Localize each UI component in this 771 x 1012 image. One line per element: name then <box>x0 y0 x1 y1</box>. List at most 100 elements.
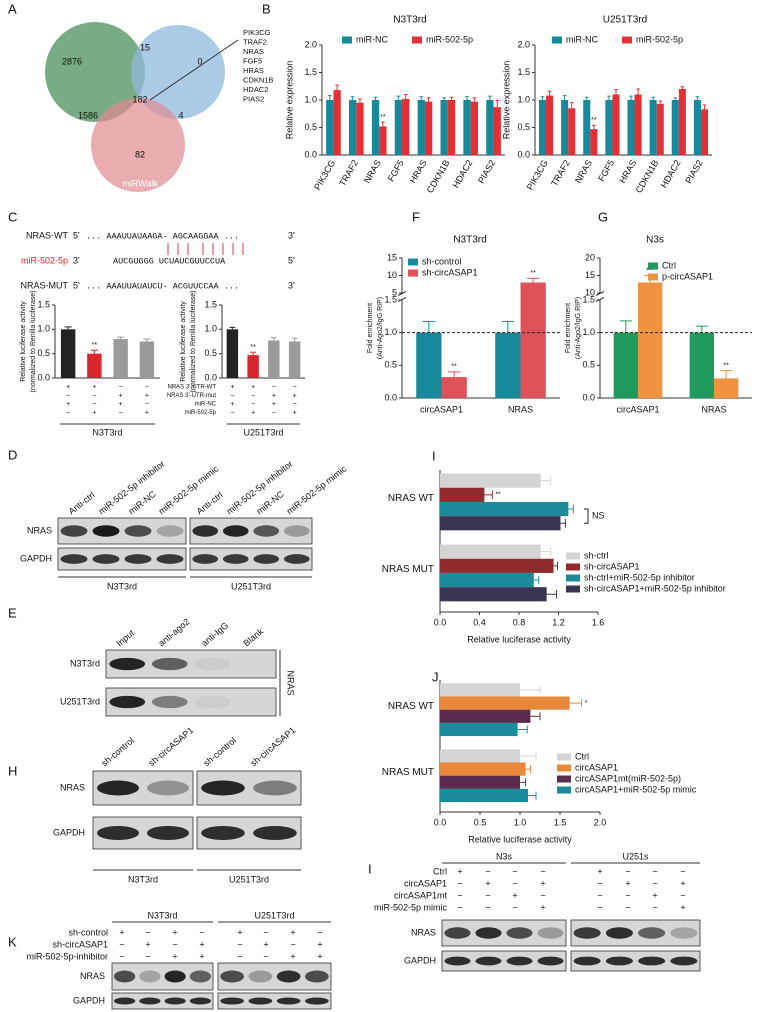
blot-band <box>670 927 698 939</box>
legend-label: Ctrl <box>662 260 676 270</box>
bar <box>441 377 467 398</box>
blot-band <box>139 997 161 1005</box>
bar <box>689 332 714 398</box>
legend-swatch <box>566 563 580 571</box>
bar <box>493 107 501 155</box>
blot-band <box>276 997 301 1005</box>
y-tick-label: 0.5 <box>204 348 217 358</box>
error-bar <box>517 725 528 734</box>
sign: − <box>597 890 602 900</box>
blot-band <box>139 970 161 983</box>
error-bar <box>568 504 574 514</box>
blot-band <box>151 657 188 671</box>
y-tick-label: 0.5 <box>582 360 595 370</box>
sign: + <box>272 392 276 399</box>
chart-title: U251T3rd <box>603 15 647 26</box>
panel-letter: I <box>432 448 436 463</box>
sign: + <box>540 902 545 912</box>
sign: + <box>263 939 268 949</box>
error-bar <box>636 88 640 95</box>
error-bar <box>373 96 378 100</box>
error-bar <box>403 94 408 99</box>
y-tick-label: 0.5 <box>384 360 397 370</box>
blot-band <box>109 695 146 709</box>
bar <box>417 100 425 155</box>
sign: + <box>652 890 657 900</box>
legend-label: circASAP1 <box>575 762 618 772</box>
x-tick-label: 0.4 <box>473 617 486 627</box>
lane-label: Anti-ctrl <box>67 490 97 517</box>
bar <box>424 101 433 155</box>
x-tick-label: TRAF2 <box>549 158 572 188</box>
error-bar <box>525 765 531 774</box>
sign: − <box>145 384 149 391</box>
gene-label: PIAS2 <box>243 94 264 103</box>
bar <box>693 100 701 155</box>
sign: − <box>625 902 630 912</box>
error-bar <box>484 490 493 500</box>
blot-band <box>156 525 184 537</box>
error-bar <box>143 338 151 342</box>
x-tick-label: NRAS <box>508 404 533 414</box>
sign: − <box>66 409 70 416</box>
bar <box>486 100 494 155</box>
venn-count: 15 <box>140 42 150 52</box>
row-label: NRAS <box>27 525 52 535</box>
blot-band <box>201 825 245 841</box>
bar <box>561 100 569 155</box>
legend-label: miR-502-5p <box>636 34 683 44</box>
sign: + <box>625 878 630 888</box>
blot-band <box>194 695 231 709</box>
blot-band <box>114 970 136 983</box>
blot-band <box>253 525 280 537</box>
row-label: N3T3rd <box>70 658 100 668</box>
blot-band <box>201 780 245 796</box>
sequence-end: 5' <box>73 280 80 290</box>
sign: − <box>272 409 276 416</box>
bar <box>671 100 679 155</box>
x-tick-label: 1.5 <box>554 817 567 827</box>
bracket <box>584 508 589 524</box>
lane-label: Input <box>114 628 136 649</box>
error-bar <box>520 751 537 760</box>
y-axis-label: (normalized to Renilla luciferase) <box>30 291 37 393</box>
sign: − <box>293 384 297 391</box>
error-bar <box>250 351 256 356</box>
legend-label: miR-NC <box>356 34 388 44</box>
error-bar <box>442 97 446 100</box>
bar <box>394 100 403 155</box>
blot-band <box>605 927 633 939</box>
condition-label: miR-502-5p mimic <box>374 902 448 912</box>
sign: − <box>652 902 657 912</box>
venn-count: 82 <box>135 149 145 159</box>
bar <box>605 100 613 155</box>
error-bar <box>528 791 537 800</box>
panel-letter: E <box>8 605 17 620</box>
x-tick-label: HDAC2 <box>451 158 475 189</box>
sign: − <box>512 878 517 888</box>
sign: + <box>293 409 297 416</box>
sign: + <box>597 866 602 876</box>
blot-band <box>305 997 329 1005</box>
blot-band <box>124 554 152 564</box>
blot-band <box>60 554 88 564</box>
venn-circle <box>131 25 225 119</box>
sign: + <box>66 384 70 391</box>
sign: − <box>485 866 490 876</box>
sign: − <box>485 890 490 900</box>
sign: + <box>317 939 322 949</box>
legend-swatch <box>566 552 580 560</box>
panel-letter: A <box>8 1 17 16</box>
y-tick-label: 10 <box>585 287 595 297</box>
sign: − <box>263 951 268 961</box>
error-bar <box>327 95 332 100</box>
x-tick-label: NRAS <box>701 404 726 414</box>
lane-label: miR-502-5p mimic <box>157 463 221 516</box>
blot <box>441 950 567 972</box>
significance: ** <box>380 114 386 121</box>
sign: − <box>92 392 96 399</box>
sign: + <box>290 951 295 961</box>
bar <box>520 282 546 398</box>
error-bar <box>271 337 277 341</box>
group-label: N3T3rd <box>128 874 158 884</box>
